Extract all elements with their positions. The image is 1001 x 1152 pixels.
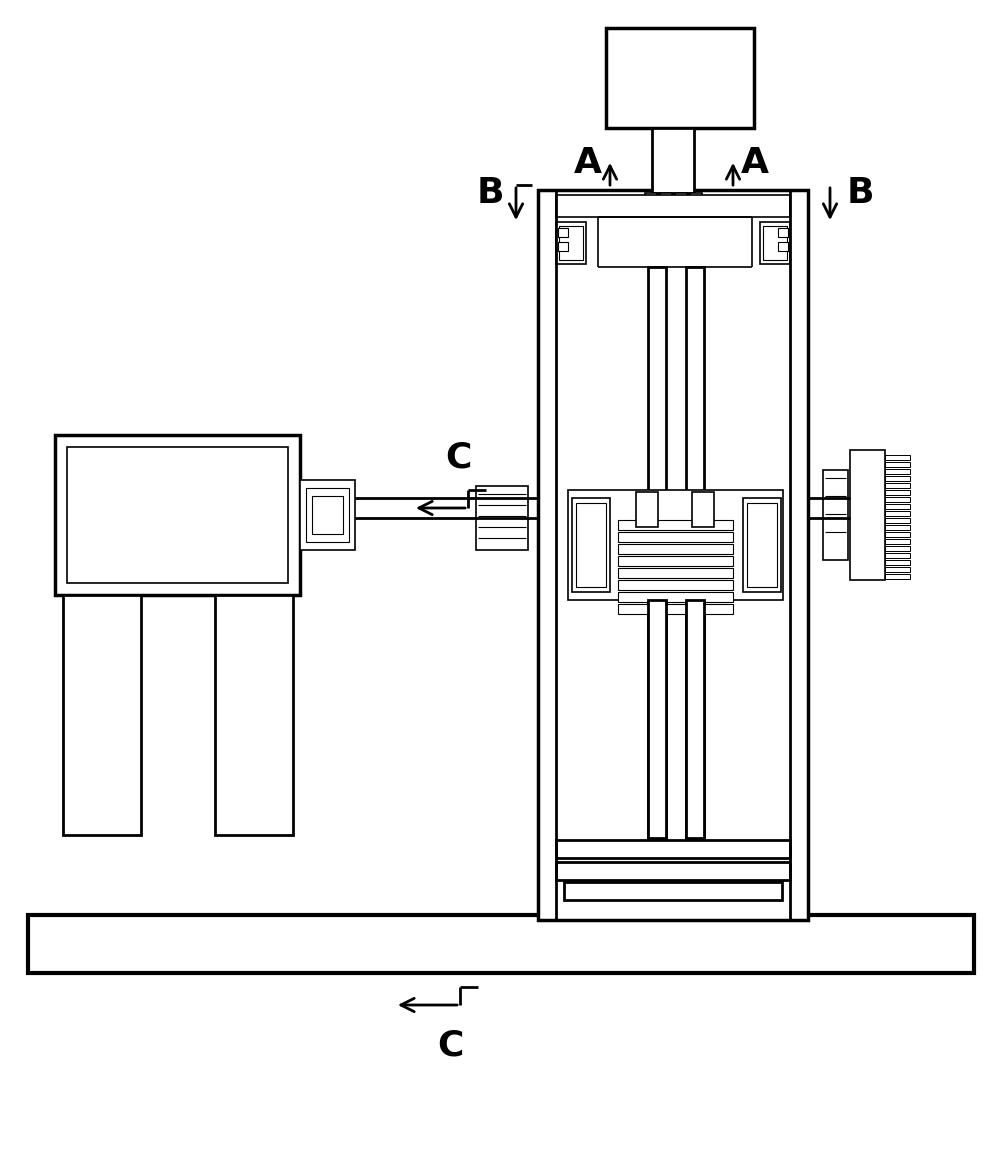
Bar [606, 28, 754, 128]
Bar [850, 450, 885, 579]
Bar [648, 267, 666, 840]
Bar [686, 267, 704, 840]
Bar [660, 194, 672, 211]
Bar [572, 498, 610, 592]
Bar [648, 600, 666, 838]
Bar [618, 532, 733, 541]
Bar [885, 532, 910, 537]
Bar [675, 194, 687, 211]
Text: C: C [436, 1028, 463, 1062]
Bar [556, 840, 790, 858]
Bar [885, 476, 910, 482]
Bar [885, 455, 910, 460]
Text: A: A [574, 146, 602, 180]
Bar [215, 594, 293, 835]
Bar [556, 862, 790, 880]
Bar [558, 242, 568, 251]
Bar [63, 594, 141, 835]
Bar [686, 600, 704, 838]
Bar [885, 553, 910, 558]
Bar [55, 435, 300, 594]
Bar [823, 470, 848, 560]
Bar [778, 228, 788, 237]
Bar [885, 560, 910, 564]
Bar [618, 556, 733, 566]
Bar [885, 462, 910, 467]
Bar [743, 498, 781, 592]
Bar [885, 505, 910, 509]
Bar [618, 579, 733, 590]
Bar [778, 242, 788, 251]
Bar [576, 503, 606, 588]
Bar [885, 539, 910, 544]
Bar [885, 511, 910, 516]
Bar [618, 592, 733, 602]
Bar [28, 915, 974, 973]
Bar [618, 604, 733, 614]
Bar [692, 492, 714, 526]
Bar [690, 194, 702, 211]
Bar [885, 546, 910, 551]
Bar [618, 520, 733, 530]
Text: B: B [476, 176, 504, 210]
Bar [312, 497, 343, 535]
Bar [618, 544, 733, 554]
Bar [306, 488, 349, 541]
Bar [556, 222, 586, 264]
Bar [652, 128, 694, 194]
Bar [885, 567, 910, 573]
Bar [476, 486, 528, 550]
Bar [885, 469, 910, 473]
Text: C: C [444, 441, 471, 475]
Bar [558, 228, 568, 237]
Bar [645, 194, 657, 211]
Bar [300, 480, 355, 550]
Bar [885, 490, 910, 495]
Bar [760, 222, 790, 264]
Bar [556, 195, 790, 217]
Bar [568, 490, 783, 600]
Bar [885, 574, 910, 579]
Bar [885, 497, 910, 502]
Bar [636, 492, 658, 526]
Bar [885, 518, 910, 523]
Bar [885, 525, 910, 530]
Bar [538, 190, 808, 920]
Bar [885, 483, 910, 488]
Text: A: A [741, 146, 769, 180]
Bar [559, 226, 583, 260]
Text: B: B [846, 176, 874, 210]
Bar [763, 226, 787, 260]
Bar [618, 568, 733, 578]
Bar [564, 882, 782, 900]
Bar [67, 447, 288, 583]
Bar [747, 503, 777, 588]
